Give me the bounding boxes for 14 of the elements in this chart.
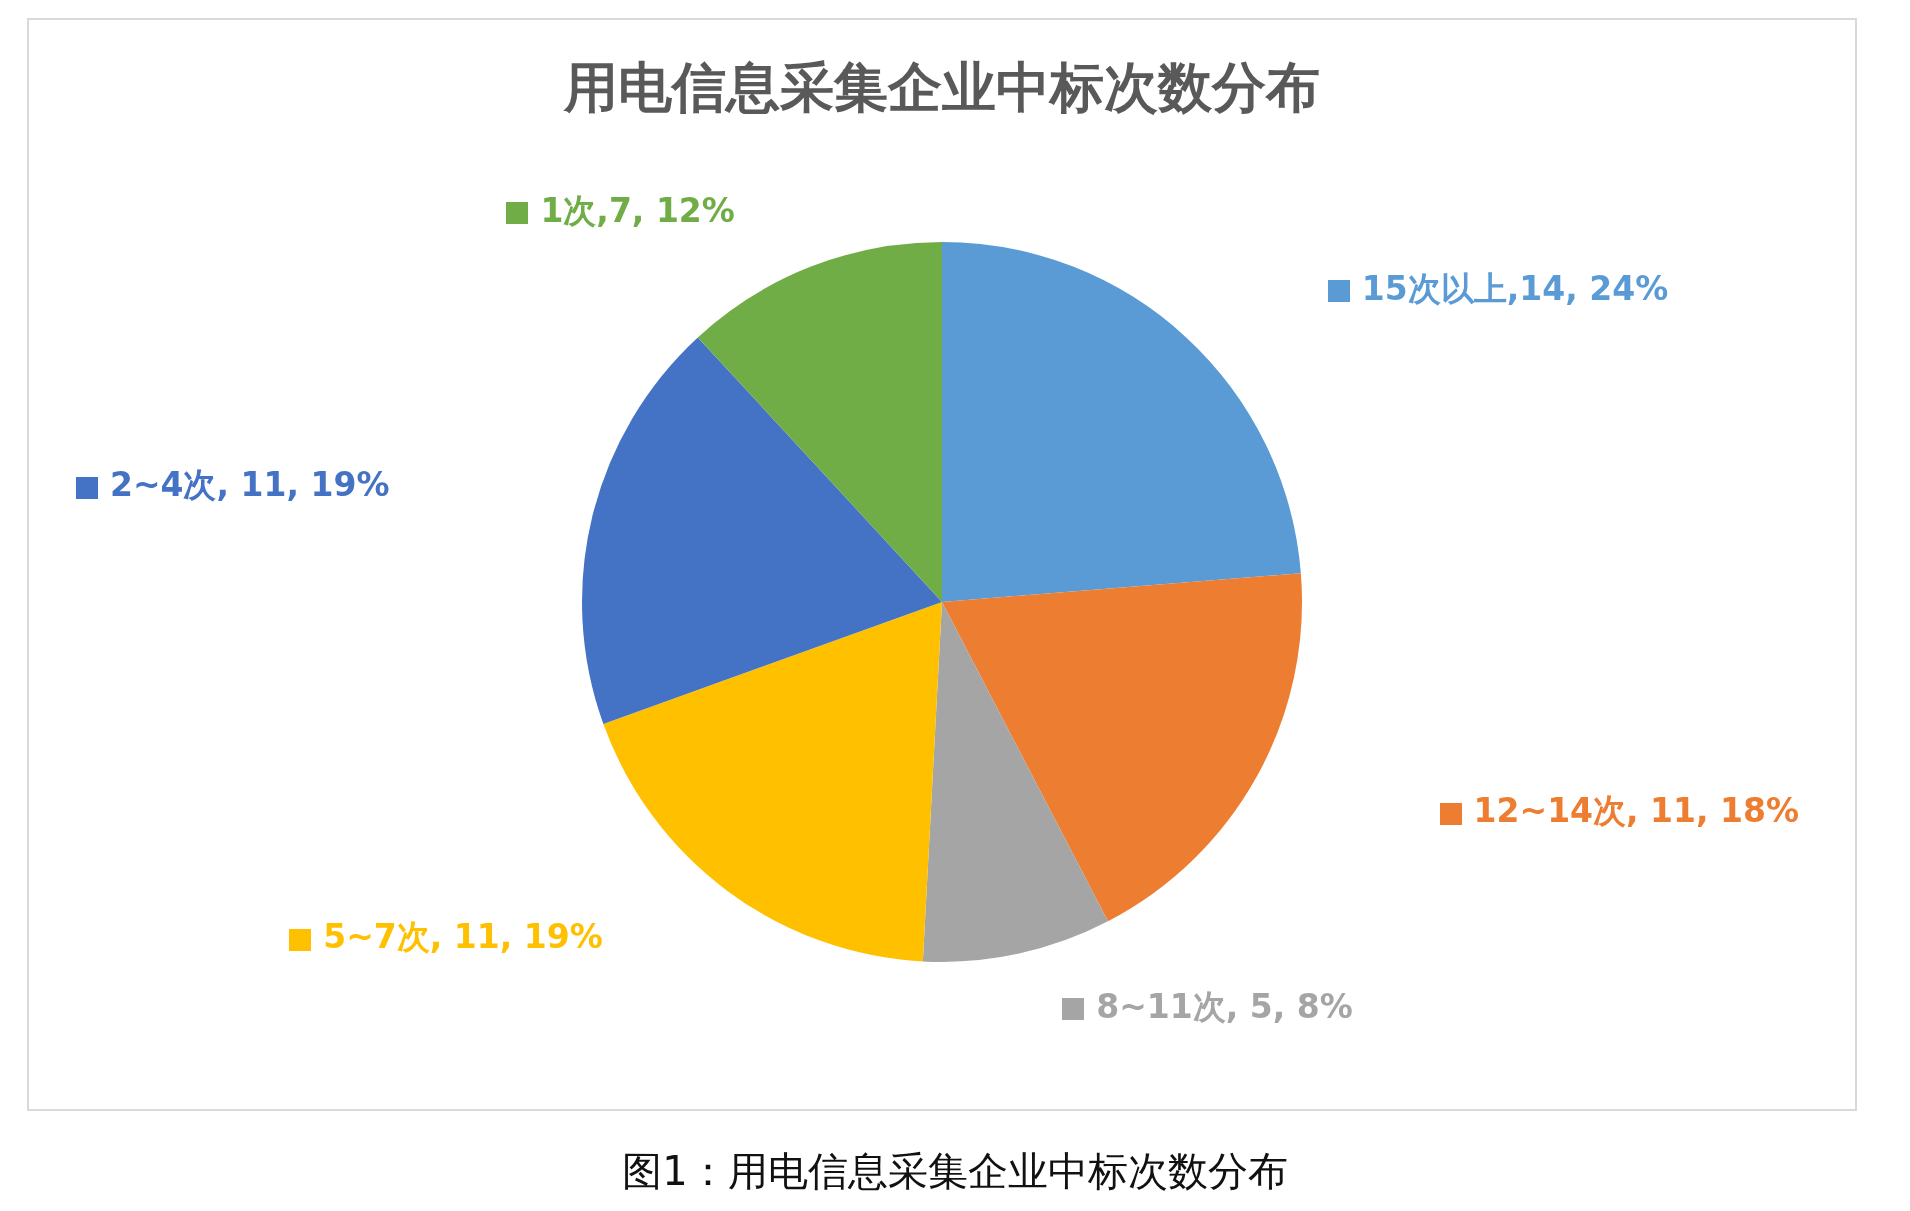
data-label: , 11, 19% xyxy=(216,465,390,505)
data-label: , 11, 19% xyxy=(429,917,603,957)
chart-title: 用电信息采集企业中标次数分布 xyxy=(563,56,1320,120)
caption: 图1：用电信息采集企业中标次数分布 xyxy=(621,1147,1289,1196)
legend-label: 12~14次 xyxy=(1473,791,1627,831)
legend-label: 8~11次 xyxy=(1096,986,1226,1026)
data-label: ,7, 12% xyxy=(596,190,735,230)
legend-label: 5~7次 xyxy=(323,917,430,957)
legend-label: 1次 xyxy=(540,190,597,230)
data-label: , 11, 18% xyxy=(1626,791,1800,831)
legend-label: 2~4次 xyxy=(109,465,217,505)
data-label: , 5, 8% xyxy=(1225,986,1353,1026)
legend-label: 15次以上 xyxy=(1361,268,1507,308)
data-label: ,14, 24% xyxy=(1506,268,1669,308)
